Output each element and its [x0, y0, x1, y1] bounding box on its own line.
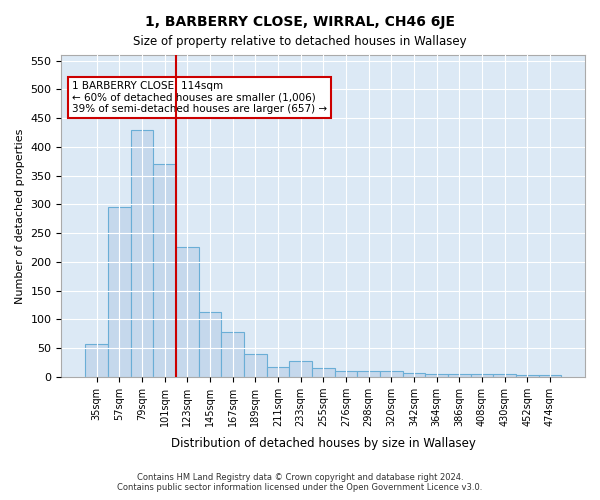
Bar	[539, 375, 561, 376]
Bar	[153, 164, 176, 376]
Bar	[470, 374, 493, 376]
Bar	[199, 312, 221, 376]
Text: 1 BARBERRY CLOSE: 114sqm
← 60% of detached houses are smaller (1,006)
39% of sem: 1 BARBERRY CLOSE: 114sqm ← 60% of detach…	[72, 80, 327, 114]
Bar	[312, 368, 335, 376]
Bar	[425, 374, 448, 376]
Bar	[266, 367, 289, 376]
Bar	[516, 375, 539, 376]
Bar	[493, 374, 516, 376]
X-axis label: Distribution of detached houses by size in Wallasey: Distribution of detached houses by size …	[171, 437, 476, 450]
Bar	[221, 332, 244, 376]
Bar	[380, 371, 403, 376]
Bar	[108, 207, 131, 376]
Bar	[244, 354, 266, 376]
Text: 1, BARBERRY CLOSE, WIRRAL, CH46 6JE: 1, BARBERRY CLOSE, WIRRAL, CH46 6JE	[145, 15, 455, 29]
Bar	[448, 374, 470, 376]
Text: Size of property relative to detached houses in Wallasey: Size of property relative to detached ho…	[133, 35, 467, 48]
Text: Contains HM Land Registry data © Crown copyright and database right 2024.
Contai: Contains HM Land Registry data © Crown c…	[118, 473, 482, 492]
Bar	[131, 130, 153, 376]
Bar	[289, 361, 312, 376]
Y-axis label: Number of detached properties: Number of detached properties	[15, 128, 25, 304]
Bar	[403, 373, 425, 376]
Bar	[335, 372, 357, 376]
Bar	[357, 372, 380, 376]
Bar	[85, 344, 108, 376]
Bar	[176, 248, 199, 376]
